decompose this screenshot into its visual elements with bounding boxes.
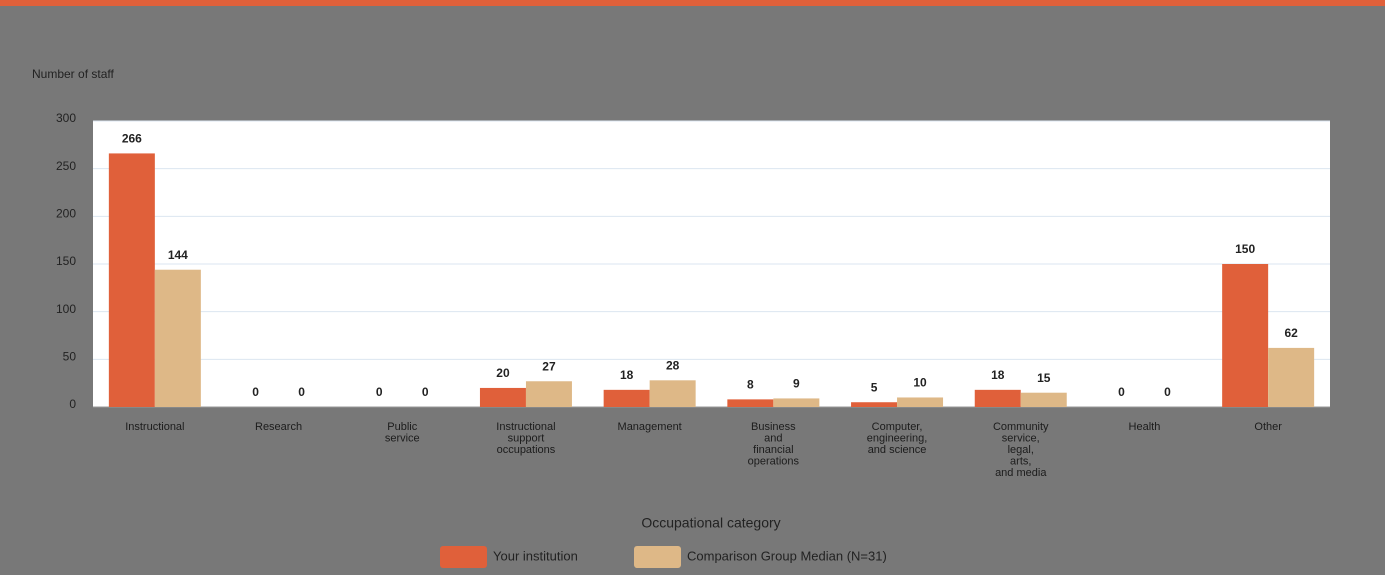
value-label: 8 <box>747 378 754 392</box>
value-label: 10 <box>913 376 927 390</box>
legend-swatch <box>440 546 487 568</box>
value-label: 15 <box>1037 371 1051 385</box>
x-tick-label: Instructional <box>125 421 184 433</box>
x-tick-label: service, <box>1002 432 1040 444</box>
value-label: 20 <box>496 366 510 380</box>
bar <box>974 389 1021 407</box>
bar <box>773 398 820 407</box>
bar <box>525 381 572 407</box>
x-tick-label: and media <box>995 467 1047 479</box>
x-tick-label: Other <box>1254 421 1282 433</box>
value-label: 0 <box>252 385 259 399</box>
value-label: 62 <box>1284 326 1298 340</box>
y-tick-label: 50 <box>63 350 77 364</box>
x-tick-label: occupations <box>497 444 556 456</box>
bar <box>649 380 696 407</box>
bar <box>1268 347 1315 407</box>
y-axis-title: Number of staff <box>32 67 114 81</box>
value-label: 18 <box>991 368 1005 382</box>
value-label: 0 <box>1118 385 1125 399</box>
x-tick-label: engineering, <box>867 432 928 444</box>
x-tick-label: legal, <box>1008 444 1034 456</box>
x-tick-label: Management <box>618 421 682 433</box>
x-tick-label: Public <box>387 421 417 433</box>
y-tick-label: 250 <box>56 159 76 173</box>
bar <box>897 397 944 407</box>
y-tick-label: 300 <box>56 111 76 125</box>
x-tick-label: Research <box>255 421 302 433</box>
top-bar <box>0 0 1385 6</box>
x-tick-label: Community <box>993 421 1049 433</box>
y-tick-label: 150 <box>56 254 76 268</box>
value-label: 18 <box>620 368 634 382</box>
x-tick-label: arts, <box>1010 455 1031 467</box>
bar <box>727 399 774 407</box>
x-tick-label: and <box>764 432 782 444</box>
value-label: 5 <box>871 380 878 394</box>
value-label: 150 <box>1235 242 1255 256</box>
x-tick-label: and science <box>868 444 927 456</box>
y-tick-label: 200 <box>56 207 76 221</box>
value-label: 266 <box>122 132 142 146</box>
y-tick-label: 100 <box>56 302 76 316</box>
x-tick-label: financial <box>753 444 793 456</box>
x-tick-label: operations <box>748 455 800 467</box>
legend-label: Your institution <box>493 548 578 563</box>
value-label: 0 <box>422 385 429 399</box>
x-axis-title: Occupational category <box>641 515 780 531</box>
value-label: 0 <box>298 385 305 399</box>
x-tick-label: Computer, <box>872 421 923 433</box>
value-label: 144 <box>168 248 188 262</box>
x-tick-label: Business <box>751 421 796 433</box>
bar <box>1222 264 1269 407</box>
value-label: 9 <box>793 377 800 391</box>
x-tick-label: Health <box>1129 421 1161 433</box>
bar <box>1020 392 1067 407</box>
bar <box>479 387 526 407</box>
value-label: 0 <box>376 385 383 399</box>
bar <box>154 269 201 407</box>
x-tick-label: service <box>385 432 420 444</box>
x-tick-label: Instructional <box>496 421 555 433</box>
bar <box>851 402 898 407</box>
x-tick-label: support <box>508 432 545 444</box>
y-tick-label: 0 <box>69 397 76 411</box>
value-label: 27 <box>542 359 556 373</box>
value-label: 0 <box>1164 385 1171 399</box>
legend-label: Comparison Group Median (N=31) <box>687 548 887 563</box>
value-label: 28 <box>666 358 680 372</box>
bar <box>603 389 650 407</box>
legend-swatch <box>634 546 681 568</box>
bar <box>108 153 155 407</box>
